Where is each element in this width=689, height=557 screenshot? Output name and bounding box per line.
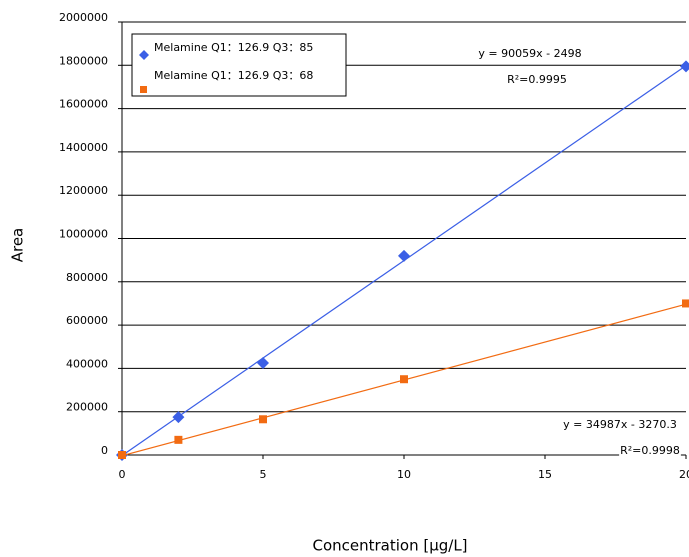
y-tick-label: 1600000 xyxy=(59,98,108,111)
trendline-r2: R²=0.9998 xyxy=(620,444,680,457)
y-tick-label: 200000 xyxy=(66,401,108,414)
marker xyxy=(172,411,185,424)
legend-marker xyxy=(139,50,149,60)
x-axis-title: Concentration [μg/L] xyxy=(312,537,467,555)
trendline-r2: R²=0.9995 xyxy=(507,73,567,86)
marker xyxy=(118,451,126,459)
y-tick-label: 1400000 xyxy=(59,141,108,154)
trendline-equation: y = 34987x - 3270.3 xyxy=(563,418,677,431)
label-bg xyxy=(477,47,583,60)
label-bg xyxy=(562,418,678,431)
x-tick-label: 20 xyxy=(679,468,689,481)
y-tick-label: 2000000 xyxy=(59,11,108,24)
marker xyxy=(400,375,408,384)
marker xyxy=(257,356,269,369)
legend-label: Melamine Q1：126.9 Q3：85 xyxy=(154,41,313,54)
marker xyxy=(398,249,410,262)
label-bg xyxy=(619,444,681,457)
x-tick-label: 15 xyxy=(538,468,552,481)
legend: Melamine Q1：126.9 Q3：85 Melamine Q1：126.9… xyxy=(131,33,347,97)
marker xyxy=(259,415,267,424)
y-tick-label: 600000 xyxy=(66,314,108,327)
label-bg xyxy=(506,73,568,86)
y-tick-label: 1800000 xyxy=(59,54,108,67)
y-tick-label: 1000000 xyxy=(59,228,108,241)
x-tick-label: 10 xyxy=(397,468,411,481)
y-tick-label: 400000 xyxy=(66,357,108,370)
trendline-equation: y = 90059x - 2498 xyxy=(478,47,581,60)
marker xyxy=(174,435,183,444)
y-tick-label: 0 xyxy=(101,444,108,457)
y-axis-title: Area xyxy=(9,228,27,263)
marker xyxy=(682,299,689,308)
legend-box xyxy=(131,33,347,97)
y-tick-label: 1200000 xyxy=(59,184,108,197)
x-tick-label: 5 xyxy=(260,468,267,481)
legend-marker xyxy=(140,86,147,93)
marker xyxy=(680,60,689,73)
legend-label: Melamine Q1：126.9 Q3：68 xyxy=(154,69,313,82)
y-tick-label: 800000 xyxy=(66,271,108,284)
x-tick-label: 0 xyxy=(119,468,126,481)
